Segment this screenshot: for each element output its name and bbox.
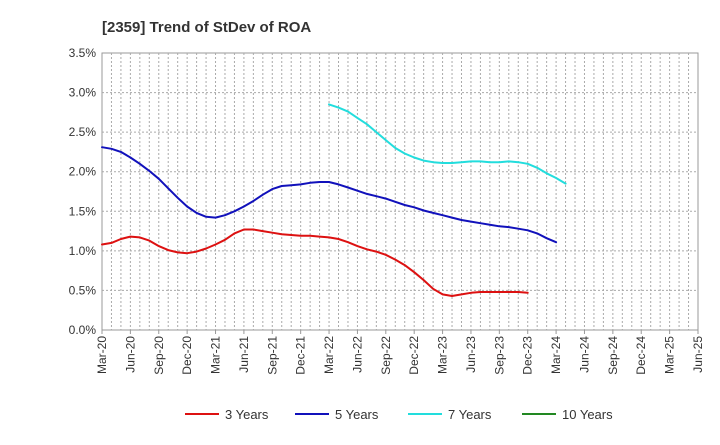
- y-tick-label: 3.0%: [69, 86, 97, 100]
- x-tick-label: Mar-24: [549, 336, 563, 374]
- y-tick-label: 1.0%: [69, 244, 97, 258]
- legend: 3 Years 5 Years 7 Years 10 Years: [185, 407, 613, 422]
- legend-label: 5 Years: [335, 407, 379, 422]
- x-tick-label: Jun-21: [237, 336, 251, 373]
- x-tick-label: Sep-21: [265, 336, 279, 375]
- x-tick-label: Sep-23: [492, 336, 506, 375]
- x-tick-label: Dec-21: [294, 336, 308, 375]
- legend-label: 10 Years: [562, 407, 613, 422]
- y-tick-label: 2.0%: [69, 165, 97, 179]
- x-tick-label: Mar-23: [436, 336, 450, 374]
- chart-title: [2359] Trend of StDev of ROA: [102, 19, 311, 36]
- axes: 0.0% 0.5% 1.0% 1.5% 2.0% 2.5% 3.0% 3.5% Mar-20 Ju…: [69, 46, 705, 375]
- x-tick-label: Dec-24: [634, 336, 648, 375]
- x-tick-label: Sep-22: [379, 336, 393, 375]
- x-tick-label: Mar-21: [209, 336, 223, 374]
- y-tick-label: 1.5%: [69, 204, 97, 218]
- x-tick-label: Sep-24: [606, 336, 620, 375]
- series-line-2: [101, 146, 558, 244]
- y-tick-label: 0.0%: [69, 323, 97, 337]
- x-tick-label: Mar-20: [95, 336, 109, 374]
- series-line-3: [328, 103, 567, 185]
- x-tick-label: Dec-23: [521, 336, 535, 375]
- x-tick-label: Dec-22: [407, 336, 421, 375]
- x-tick-label: Jun-24: [577, 336, 591, 373]
- x-tick-label: Mar-22: [322, 336, 336, 374]
- y-tick-label: 2.5%: [69, 125, 97, 139]
- x-tick-label: Mar-25: [663, 336, 677, 374]
- x-tick-label: Jun-20: [123, 336, 137, 373]
- plot-area: [101, 52, 699, 331]
- grid: [102, 53, 698, 330]
- y-tick-label: 3.5%: [69, 46, 97, 60]
- y-tick-label: 0.5%: [69, 283, 97, 297]
- x-tick-label: Jun-25: [691, 336, 705, 373]
- legend-label: 7 Years: [448, 407, 492, 422]
- legend-label: 3 Years: [225, 407, 269, 422]
- series-lines: [101, 103, 567, 297]
- x-tick-label: Jun-23: [464, 336, 478, 373]
- x-tick-label: Sep-20: [152, 336, 166, 375]
- x-tick-label: Jun-22: [350, 336, 364, 373]
- x-tick-label: Dec-20: [180, 336, 194, 375]
- series-line-1: [101, 228, 529, 297]
